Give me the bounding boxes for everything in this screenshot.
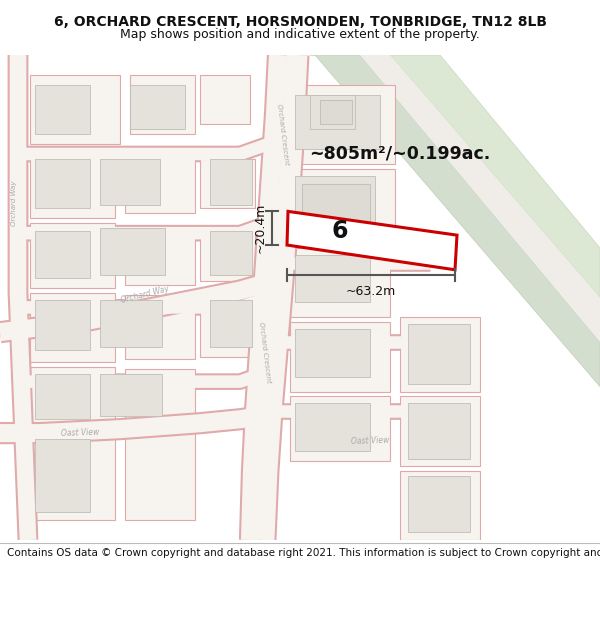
- Polygon shape: [125, 228, 195, 284]
- Text: Orchard Crescent: Orchard Crescent: [276, 103, 290, 165]
- Polygon shape: [400, 396, 480, 466]
- Polygon shape: [290, 85, 395, 164]
- Polygon shape: [35, 159, 90, 208]
- Polygon shape: [302, 184, 370, 221]
- Polygon shape: [30, 292, 115, 362]
- Polygon shape: [295, 255, 370, 302]
- Polygon shape: [100, 228, 165, 275]
- Polygon shape: [125, 369, 195, 423]
- Polygon shape: [290, 322, 390, 391]
- Text: Contains OS data © Crown copyright and database right 2021. This information is : Contains OS data © Crown copyright and d…: [7, 548, 600, 558]
- Polygon shape: [310, 55, 600, 387]
- Polygon shape: [295, 403, 370, 451]
- Polygon shape: [320, 99, 352, 124]
- Text: Map shows position and indicative extent of the property.: Map shows position and indicative extent…: [120, 28, 480, 41]
- Polygon shape: [200, 159, 255, 208]
- Polygon shape: [130, 75, 195, 134]
- Polygon shape: [295, 176, 375, 228]
- Polygon shape: [130, 85, 185, 129]
- Polygon shape: [400, 471, 480, 540]
- Polygon shape: [295, 329, 370, 377]
- Text: Oast View: Oast View: [350, 436, 389, 446]
- Polygon shape: [30, 149, 115, 218]
- Polygon shape: [125, 154, 195, 213]
- Polygon shape: [408, 476, 470, 532]
- Text: ~63.2m: ~63.2m: [346, 284, 396, 298]
- Polygon shape: [35, 85, 90, 134]
- Text: Orchard Way: Orchard Way: [120, 284, 170, 305]
- Polygon shape: [125, 433, 195, 520]
- Polygon shape: [290, 248, 390, 318]
- Polygon shape: [30, 75, 120, 144]
- Polygon shape: [210, 301, 252, 347]
- Text: 6: 6: [332, 219, 348, 243]
- Polygon shape: [390, 55, 600, 298]
- Polygon shape: [210, 159, 252, 206]
- Polygon shape: [310, 94, 355, 129]
- Polygon shape: [290, 396, 390, 461]
- Polygon shape: [200, 75, 250, 124]
- Polygon shape: [100, 301, 162, 347]
- Polygon shape: [200, 298, 253, 357]
- Polygon shape: [125, 294, 195, 359]
- Polygon shape: [408, 324, 470, 384]
- Polygon shape: [35, 374, 90, 419]
- Polygon shape: [35, 231, 90, 278]
- Text: ~805m²/~0.199ac.: ~805m²/~0.199ac.: [310, 145, 491, 163]
- Text: Orchard Way: Orchard Way: [11, 181, 17, 226]
- Text: Orchard Crescent: Orchard Crescent: [258, 321, 272, 383]
- Polygon shape: [100, 159, 160, 206]
- Polygon shape: [290, 169, 395, 243]
- Text: Oast View: Oast View: [61, 428, 100, 438]
- Text: 6, ORCHARD CRESCENT, HORSMONDEN, TONBRIDGE, TN12 8LB: 6, ORCHARD CRESCENT, HORSMONDEN, TONBRID…: [53, 16, 547, 29]
- Text: ~20.4m: ~20.4m: [254, 203, 267, 253]
- Polygon shape: [400, 318, 480, 391]
- Polygon shape: [360, 55, 600, 342]
- Polygon shape: [30, 433, 115, 520]
- Polygon shape: [35, 439, 90, 512]
- Polygon shape: [30, 223, 115, 288]
- Polygon shape: [200, 231, 255, 281]
- Polygon shape: [100, 374, 162, 416]
- Polygon shape: [35, 301, 90, 350]
- Polygon shape: [210, 231, 252, 275]
- Polygon shape: [30, 367, 115, 426]
- Polygon shape: [295, 94, 380, 149]
- Polygon shape: [408, 403, 470, 459]
- Polygon shape: [287, 211, 457, 270]
